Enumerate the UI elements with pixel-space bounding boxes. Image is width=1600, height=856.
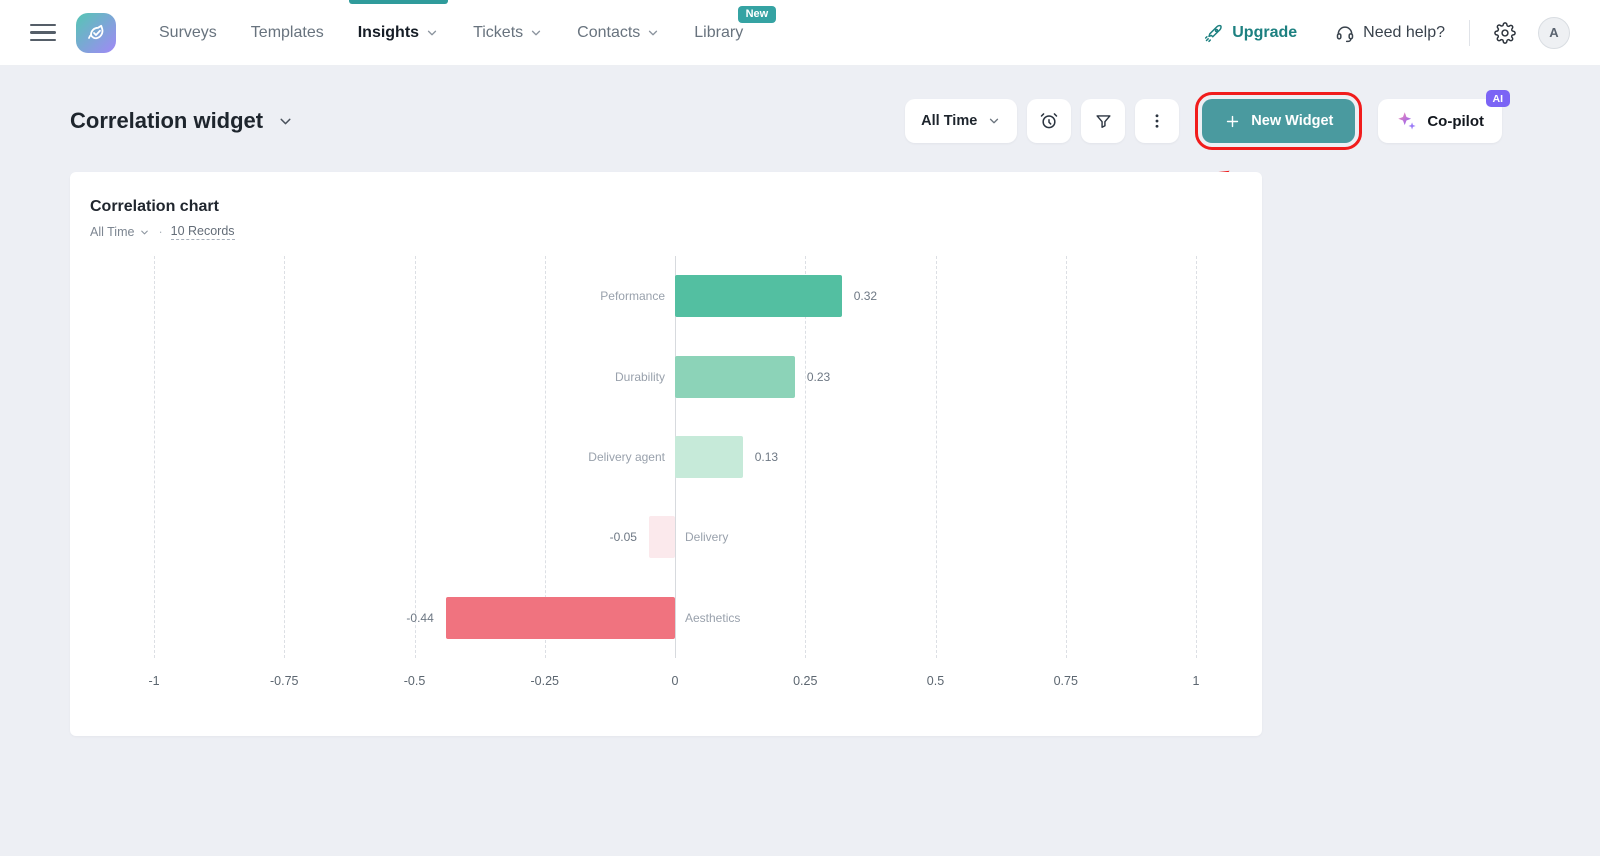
alarm-clock-icon	[1039, 111, 1059, 131]
new-badge: New	[737, 5, 777, 23]
avatar[interactable]: A	[1538, 16, 1570, 49]
records-count-link[interactable]: 10 Records	[170, 224, 235, 240]
nav-label: Library	[694, 23, 744, 41]
chart-tick-label: -1	[148, 674, 160, 688]
schedule-alarm-button[interactable]	[1027, 99, 1072, 143]
chart-tick-label: 0.5	[926, 674, 945, 688]
nav-item-surveys[interactable]: Surveys	[142, 0, 234, 66]
need-help-link[interactable]: Need help?	[1335, 23, 1445, 43]
avatar-letter: A	[1549, 25, 1559, 40]
chevron-down-icon	[277, 113, 294, 130]
sparkles-icon	[1396, 110, 1418, 132]
chart-category-label: Durability	[614, 369, 665, 384]
chart-title: Correlation chart	[90, 198, 219, 215]
upgrade-label: Upgrade	[1232, 23, 1298, 41]
app-logo[interactable]	[76, 12, 116, 53]
dot-separator: ·	[158, 225, 163, 239]
chart-category-label: Delivery agent	[588, 450, 665, 464]
chart-gridline	[414, 256, 416, 658]
more-options-button[interactable]	[1135, 99, 1180, 143]
kebab-menu-icon	[1148, 112, 1166, 130]
plus-icon	[1224, 113, 1241, 130]
nav-label: Surveys	[159, 23, 217, 41]
chart-value-label: -0.44	[406, 610, 434, 625]
chart-category-label: Aesthetics	[685, 610, 741, 625]
chart-tick-label: 0.25	[793, 674, 818, 688]
chart-gridline	[544, 256, 546, 658]
chart-subtitle: All Time · 10 Records	[70, 216, 1262, 240]
chevron-down-icon	[425, 26, 439, 40]
bird-logo-icon	[84, 21, 108, 45]
nav-item-library[interactable]: Library New	[677, 0, 777, 66]
red-highlight-annotation: New Widget	[1195, 92, 1363, 150]
nav-item-templates[interactable]: Templates	[234, 0, 341, 66]
new-widget-label: New Widget	[1251, 113, 1334, 129]
chart-tick-label: 1	[1192, 674, 1200, 688]
time-filter-label: All Time	[921, 113, 978, 129]
nav-item-contacts[interactable]: Contacts	[560, 0, 677, 66]
correlation-widget-card: Correlation chart All Time · 10 Records …	[70, 172, 1262, 736]
page-title: Correlation widget	[70, 108, 264, 133]
header-controls: All Time	[905, 90, 1510, 150]
nav-label: Contacts	[577, 23, 641, 41]
chart-tick-label: 0.75	[1053, 674, 1078, 688]
chart-plot: Peformance 0.32 Durability 0.23 Delivery age…	[154, 256, 1197, 658]
chart-category-label: Peformance	[600, 289, 665, 304]
chart-time-filter-label: All Time	[90, 225, 135, 239]
filter-button[interactable]	[1081, 99, 1126, 143]
chart-gridline	[284, 256, 286, 658]
time-filter-dropdown[interactable]: All Time	[905, 99, 1018, 143]
hamburger-menu-icon[interactable]	[30, 23, 56, 42]
filter-funnel-icon	[1094, 112, 1113, 131]
need-help-label: Need help?	[1363, 23, 1445, 41]
chart-tick-label: -0.75	[270, 674, 299, 688]
headset-icon	[1335, 23, 1355, 43]
chart-value-label: 0.13	[754, 450, 779, 464]
chevron-down-icon	[139, 227, 150, 238]
topnav-right: Upgrade Need help? A	[1204, 16, 1570, 49]
chart-xaxis: -1 -0.75 -0.5 -0.25 0 0.25 0.5 0.75 1	[148, 668, 1199, 692]
chart-gridline	[805, 256, 807, 658]
chart-tick-label: -0.25	[530, 674, 560, 688]
chart-bar-delivery[interactable]	[648, 516, 675, 559]
widget-title-dropdown[interactable]: Correlation widget	[70, 108, 294, 134]
chart-gridline	[1196, 256, 1197, 658]
chevron-down-icon	[529, 26, 543, 40]
chevron-down-icon	[646, 26, 660, 40]
nav-label: Tickets	[473, 23, 524, 41]
chart-time-filter-dropdown[interactable]: All Time	[90, 225, 150, 239]
chart-bar-aesthetics[interactable]	[445, 596, 675, 639]
chart-bar-durability[interactable]	[675, 355, 795, 398]
ai-badge: AI	[1485, 90, 1510, 107]
nav-label: Insights	[357, 23, 420, 41]
chart-tick-label: -0.5	[403, 674, 426, 688]
upgrade-link[interactable]: Upgrade	[1204, 23, 1297, 43]
copilot-button[interactable]: AI Co-pilot	[1378, 90, 1510, 143]
gear-icon[interactable]	[1494, 21, 1516, 44]
divider	[1469, 19, 1470, 46]
nav-item-tickets[interactable]: Tickets	[456, 0, 560, 66]
chart-gridline	[935, 256, 937, 658]
new-widget-button[interactable]: New Widget	[1202, 99, 1356, 143]
chart-category-label: Delivery	[685, 530, 729, 545]
chart-bar-peformance[interactable]	[675, 275, 842, 318]
chevron-down-icon	[987, 114, 1001, 128]
nav-item-insights[interactable]: Insights	[341, 0, 456, 66]
chart-value-label: 0.23	[806, 369, 831, 384]
rocket-icon	[1204, 23, 1224, 43]
copilot-label: Co-pilot	[1427, 112, 1484, 130]
chart-value-label: -0.05	[609, 530, 637, 545]
page-header: Correlation widget All Time	[70, 90, 1510, 237]
chart-gridline	[154, 256, 155, 658]
top-navigation-bar: Surveys Templates Insights Tickets Conta…	[0, 0, 1600, 66]
chart-bar-delivery-agent[interactable]	[675, 436, 743, 478]
chart-gridline	[1065, 256, 1067, 658]
chart-tick-label: 0	[671, 674, 679, 688]
primary-nav: Surveys Templates Insights Tickets Conta…	[142, 0, 777, 66]
nav-label: Templates	[250, 23, 324, 41]
chart-value-label: 0.32	[853, 289, 878, 304]
